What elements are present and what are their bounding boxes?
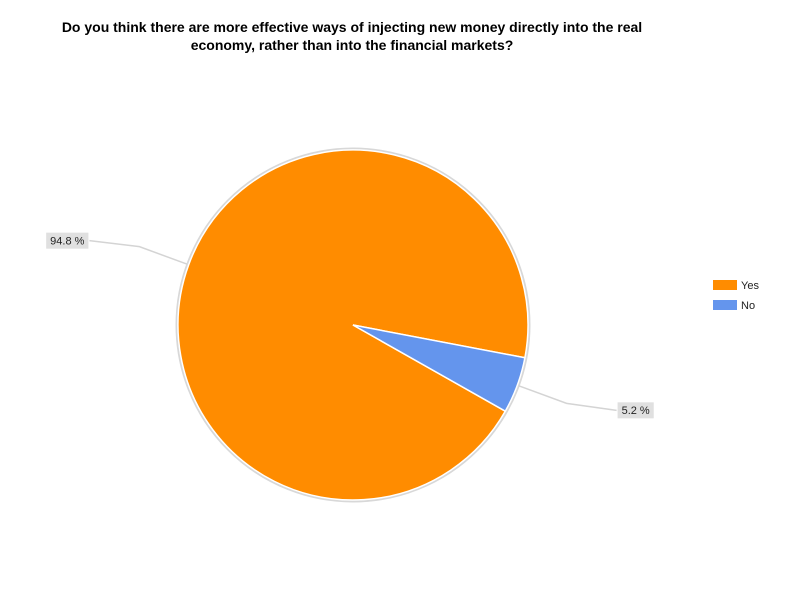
legend-swatch bbox=[713, 300, 737, 310]
data-label: 5.2 % bbox=[622, 405, 650, 417]
label-box bbox=[617, 402, 654, 419]
data-label: 94.8 % bbox=[50, 236, 84, 248]
pie-slice bbox=[352, 324, 526, 413]
legend-label: Yes bbox=[741, 280, 759, 292]
leader-line bbox=[518, 385, 617, 412]
legend-swatch bbox=[713, 280, 737, 290]
pie-border bbox=[175, 147, 531, 503]
legend-label: No bbox=[741, 300, 755, 312]
leader-line bbox=[89, 239, 188, 265]
label-box bbox=[46, 232, 89, 249]
chart-title: Do you think there are more effective wa… bbox=[61, 19, 643, 53]
